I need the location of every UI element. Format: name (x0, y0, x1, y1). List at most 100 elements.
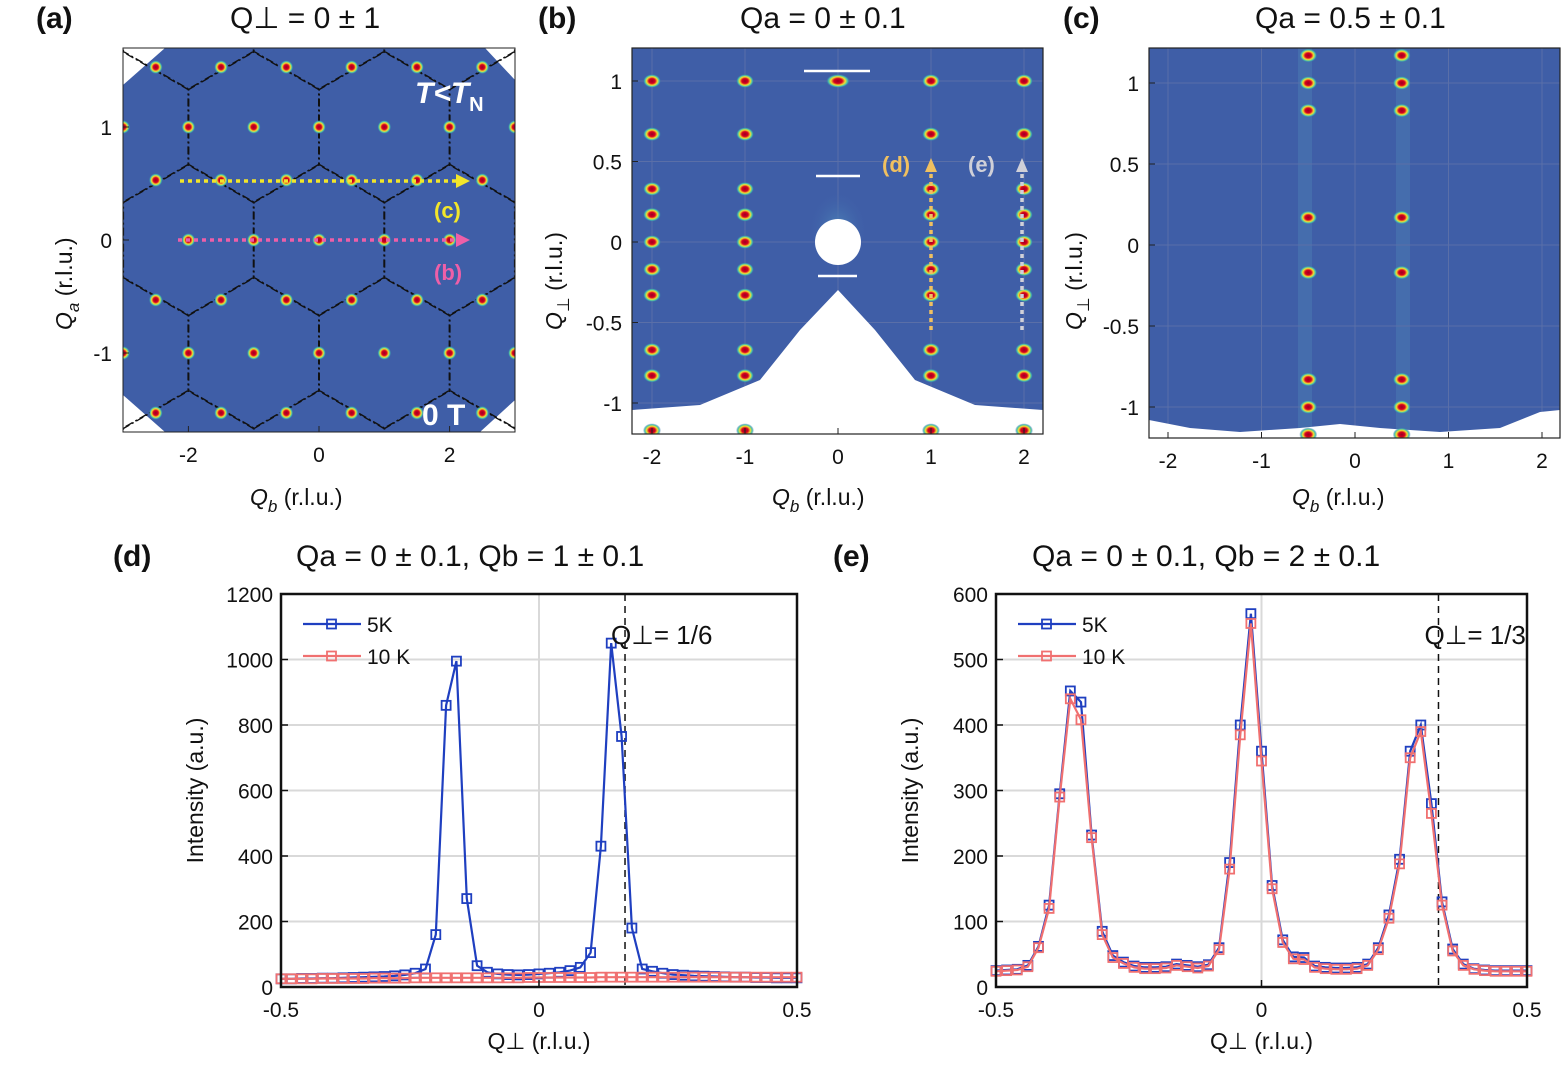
data-point (399, 972, 411, 984)
bragg-peak (736, 288, 754, 303)
data-point (389, 972, 400, 984)
data-point (358, 973, 369, 984)
bragg-peak (1299, 427, 1318, 438)
panel-c-ylabel: Q⊥ (r.l.u.) (1061, 232, 1093, 330)
data-point (1213, 944, 1225, 956)
bragg-peak (279, 60, 294, 75)
panel-c-map (1149, 48, 1560, 438)
bragg-peak (1392, 210, 1411, 225)
data-point (719, 971, 731, 983)
brillouin-zone-hex (514, 201, 515, 279)
bragg-peak (1299, 400, 1318, 414)
bragg-peak (1015, 262, 1033, 277)
bragg-peak (409, 173, 424, 188)
legend-marker (326, 618, 337, 630)
data-point (678, 971, 689, 983)
bragg-peak (475, 60, 490, 75)
bragg-peak (148, 173, 163, 188)
legend-marker (1041, 618, 1052, 630)
bragg-peak (312, 233, 326, 247)
data-point (1224, 863, 1236, 875)
ytick-label: 600 (953, 584, 988, 607)
data-point (647, 971, 658, 983)
panel-a-cut-c-label: (c) (434, 198, 461, 223)
panel-e-letter: (e) (833, 540, 870, 573)
panel-b-ylabel: Q⊥ (r.l.u.) (541, 232, 573, 330)
panel-b-cut-e-arrowhead (1016, 158, 1028, 172)
legend: 5K 10 K (303, 614, 410, 669)
series-red (275, 971, 803, 985)
data-point (337, 973, 349, 984)
data-point (1351, 963, 1363, 975)
data-point (1001, 965, 1013, 977)
panel-a-xtick-label: -2 (179, 444, 198, 467)
bragg-peak (181, 346, 196, 360)
bragg-peak (643, 207, 661, 222)
bragg-peak (643, 181, 661, 196)
bragg-peak (922, 262, 940, 277)
data-point (1468, 963, 1480, 975)
bragg-peak (643, 288, 661, 303)
b-ytick-label: 1 (610, 71, 622, 94)
data-point (1033, 942, 1044, 954)
panel-d: (d) Qa = 0 ± 0.1, Qb = 1 ± 0.1 0 200 400 60… (113, 540, 812, 1054)
c-xtick-label: 2 (1536, 450, 1548, 473)
bragg-peak (922, 74, 940, 88)
ytick-label: 0 (976, 977, 988, 1000)
panel-c-xlabel: Qb (r.l.u.) (1292, 484, 1385, 516)
data-point (461, 893, 473, 904)
panel-d-title: Qa = 0 ± 0.1, Qb = 1 ± 0.1 (296, 540, 644, 573)
panel-e-title: Qa = 0 ± 0.1, Qb = 2 ± 0.1 (1032, 540, 1380, 573)
data-point (1404, 752, 1416, 764)
bragg-peak (736, 342, 754, 357)
data-point (636, 971, 648, 983)
bragg-peak (1015, 368, 1033, 383)
bragg-peak (377, 120, 392, 134)
xtick-label: 0.5 (782, 999, 811, 1022)
bragg-peak (409, 60, 424, 75)
bragg-peak (1392, 400, 1411, 414)
bragg-peak (1392, 372, 1411, 387)
data-point (1149, 963, 1161, 975)
panel-a-xtick-label: 2 (444, 444, 456, 467)
bragg-peak (1299, 48, 1318, 63)
data-point (481, 972, 493, 984)
bragg-peak (1392, 48, 1411, 63)
panel-c-title: Qa = 0.5 ± 0.1 (1255, 2, 1446, 35)
c-ytick-label: -0.5 (1103, 316, 1139, 339)
data-point (420, 972, 431, 984)
series-line (995, 623, 1527, 973)
data-point (512, 972, 524, 984)
bragg-peak (826, 74, 850, 88)
b-xtick-label: -1 (736, 446, 755, 469)
data-point (1096, 929, 1108, 940)
data-point (1341, 963, 1352, 975)
bragg-peak (643, 342, 661, 357)
data-point (1256, 755, 1267, 767)
xtick-label: 0 (1256, 999, 1268, 1022)
legend-label: 5K (1082, 614, 1108, 637)
bragg-peak (344, 60, 359, 75)
panel-c-letter: (c) (1063, 2, 1100, 35)
bragg-peak (507, 120, 515, 134)
panel-b-cut-d-label: (d) (882, 152, 910, 177)
data-point (1181, 961, 1193, 973)
data-point (1075, 696, 1087, 708)
bragg-peak (214, 60, 229, 75)
data-point (543, 972, 555, 983)
data-point (1107, 952, 1119, 963)
ytick-label: 500 (953, 650, 988, 673)
panel-a-xtick-label: 0 (313, 444, 325, 467)
b-xtick-label: -2 (643, 446, 662, 469)
data-point (698, 971, 710, 983)
bragg-peak (643, 368, 661, 383)
bragg-peak (214, 292, 229, 307)
data-point (523, 972, 535, 983)
data-point (316, 973, 328, 984)
ytick-label: 1000 (226, 650, 273, 673)
data-point (554, 972, 566, 983)
data-point (667, 971, 679, 983)
data-point (440, 972, 452, 984)
panel-a-ytick-label: -1 (93, 343, 112, 366)
